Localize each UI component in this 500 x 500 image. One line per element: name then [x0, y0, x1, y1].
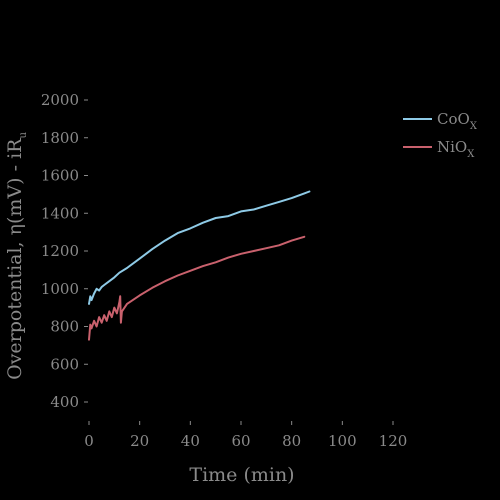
x-tick-label: 120: [379, 432, 408, 450]
x-tick-label: 100: [328, 432, 357, 450]
y-tick-label: 2000: [41, 91, 79, 109]
x-tick-label: 20: [130, 432, 149, 450]
y-tick-label: 1600: [41, 167, 79, 185]
legend-label-main: NiO: [437, 138, 467, 156]
y-tick-label: 1000: [41, 280, 79, 298]
y-tick-label: 1800: [41, 129, 79, 147]
x-tick-label: 0: [84, 432, 94, 450]
x-tick-label: 60: [231, 432, 250, 450]
legend-label-main: CoO: [437, 110, 470, 128]
x-axis: 0 20 40 60 80 100 120: [84, 421, 407, 450]
y-axis-title-main: Overpotential, η(mV) - iR: [4, 138, 26, 380]
x-tick-label: 40: [181, 432, 200, 450]
y-tick-label: 1400: [41, 204, 79, 222]
legend-label-subscript: X: [467, 149, 475, 160]
y-axis: 400 600 800 1000 1200 1400 1600 1800 2000: [41, 91, 88, 411]
legend-label-1: NiOX: [437, 138, 475, 160]
series-line-1: [88, 235, 306, 341]
x-axis-title: Time (min): [189, 464, 294, 486]
y-axis-title-subscript: u: [18, 132, 29, 139]
legend-label-0: CoOX: [437, 110, 478, 132]
y-tick-label: 1200: [41, 242, 79, 260]
y-tick-label: 800: [50, 318, 79, 336]
legend-label-subscript: X: [470, 121, 478, 132]
y-tick-label: 400: [50, 393, 79, 411]
plot-area: [88, 190, 311, 341]
y-tick-label: 600: [50, 355, 79, 373]
series-line-0: [88, 190, 311, 305]
x-tick-label: 80: [282, 432, 301, 450]
y-axis-title: Overpotential, η(mV) - iRu: [4, 132, 29, 380]
